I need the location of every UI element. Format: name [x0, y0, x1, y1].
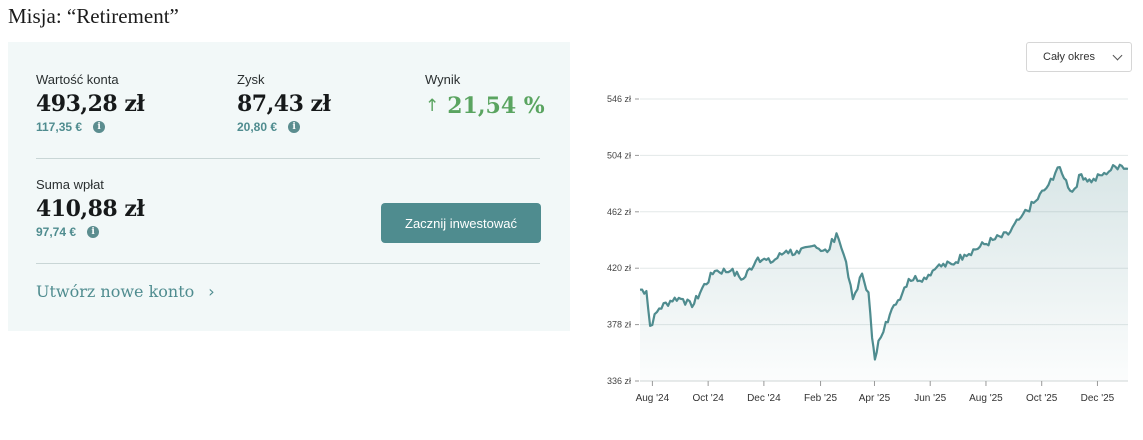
start-investing-button[interactable]: Zacznij inwestować	[381, 203, 541, 243]
y-tick-label: 504 zł	[607, 150, 631, 160]
deposits-block: Suma wpłat 410,88 zł 97,74 € i	[36, 177, 145, 239]
account-value: 493,28 zł	[36, 91, 145, 117]
divider	[36, 263, 540, 264]
deposits-eur: 97,74 € i	[36, 225, 144, 239]
x-tick-label: Dec '24	[747, 393, 781, 404]
account-value-label: Wartość konta	[36, 72, 119, 87]
account-summary-card: Wartość konta 493,28 zł 117,35 € i Zysk …	[8, 42, 570, 331]
x-tick-label: Feb '25	[804, 393, 837, 404]
result-value: ↑ 21,54 %	[425, 93, 545, 119]
portfolio-value-chart: 546 zł 504 zł 462 zł 420 zł 378 zł 336 zł Aug…	[607, 94, 1129, 404]
y-tick-label: 546 zł	[607, 94, 631, 104]
deposits-value: 410,88 zł	[36, 196, 145, 222]
result-label: Wynik	[425, 72, 461, 87]
chevron-down-icon	[1112, 50, 1123, 60]
divider	[36, 158, 540, 159]
profit-label: Zysk	[237, 72, 265, 87]
result-block: Wynik ↑ 21,54 %	[425, 72, 545, 119]
value-series-line	[639, 163, 1129, 361]
value-area	[640, 164, 1128, 381]
y-tick-label: 462 zł	[607, 207, 631, 217]
arrow-up-icon: ↑	[425, 96, 440, 116]
x-tick-label: Dec '25	[1081, 393, 1115, 404]
account-value-eur-text: 117,35 €	[36, 120, 83, 134]
x-tick-label: Apr '25	[859, 393, 891, 404]
x-tick-label: Oct '25	[1026, 393, 1058, 404]
page-title: Misja: “Retirement”	[8, 4, 179, 28]
profit-value: 87,43 zł	[237, 91, 331, 117]
info-icon[interactable]: i	[288, 121, 301, 133]
create-new-account-link[interactable]: Utwórz nowe konto ›	[36, 282, 215, 301]
profit-eur: 20,80 € i	[237, 120, 331, 134]
x-tick-label: Oct '24	[692, 393, 724, 404]
period-select[interactable]: Cały okres	[1026, 42, 1132, 72]
y-tick-label: 420 zł	[607, 263, 631, 273]
profit-block: Zysk 87,43 zł 20,80 € i	[237, 72, 331, 134]
profit-eur-text: 20,80 €	[237, 120, 278, 134]
deposits-label: Suma wpłat	[36, 177, 104, 192]
y-tick-label: 378 zł	[607, 320, 631, 330]
period-select-value: Cały okres	[1043, 51, 1095, 63]
result-percent: 21,54 %	[447, 93, 545, 119]
y-tick-label: 336 zł	[607, 376, 631, 386]
deposits-eur-text: 97,74 €	[36, 225, 77, 239]
x-tick-label: Aug '25	[969, 393, 1003, 404]
create-new-account-label: Utwórz nowe konto	[36, 282, 195, 301]
chevron-right-icon: ›	[208, 282, 215, 301]
account-value-eur: 117,35 € i	[36, 120, 144, 134]
x-tick-label: Jun '25	[914, 393, 946, 404]
info-icon[interactable]: i	[87, 226, 100, 238]
info-icon[interactable]: i	[93, 121, 106, 133]
account-value-block: Wartość konta 493,28 zł 117,35 € i	[36, 72, 145, 134]
x-tick-label: Aug '24	[636, 393, 670, 404]
